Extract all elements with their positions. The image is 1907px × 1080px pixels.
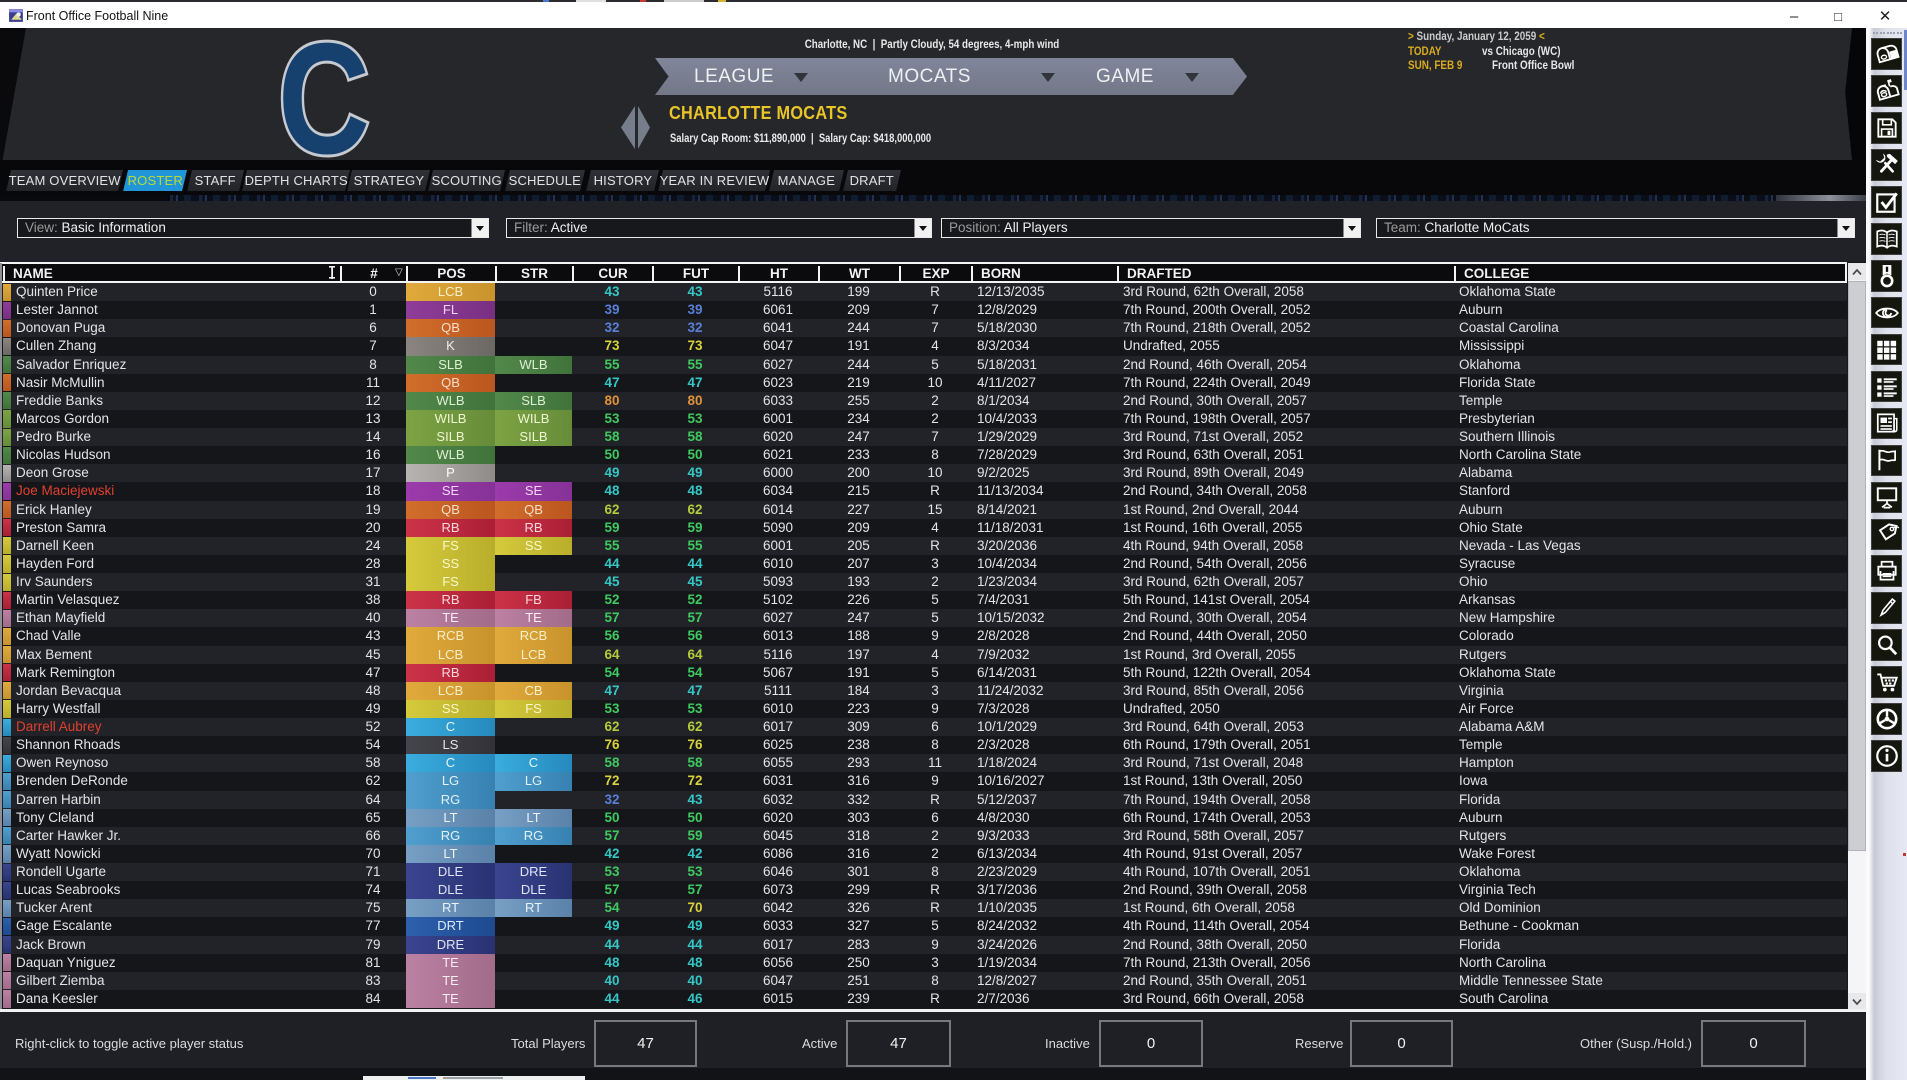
svg-text:C: C (278, 11, 370, 173)
